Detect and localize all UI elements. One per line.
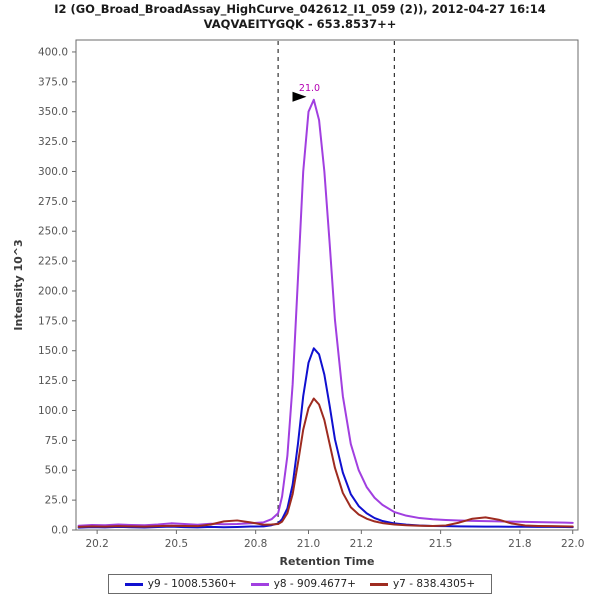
legend-item-y8[interactable]: y8 - 909.4677+ [250, 578, 356, 590]
peak-annotations: 21.0 [292, 83, 320, 102]
svg-text:325.0: 325.0 [38, 136, 68, 148]
svg-text:0.0: 0.0 [51, 525, 68, 537]
svg-text:125.0: 125.0 [38, 375, 68, 387]
legend-label-y8: y8 - 909.4677+ [273, 578, 356, 590]
svg-text:350.0: 350.0 [38, 106, 68, 118]
svg-text:21.0: 21.0 [297, 538, 320, 550]
legend[interactable]: y9 - 1008.5360+ y8 - 909.4677+ y7 - 838.… [108, 574, 492, 594]
svg-text:22.0: 22.0 [561, 538, 584, 550]
svg-text:21.8: 21.8 [508, 538, 531, 550]
integration-boundary-lines[interactable] [277, 41, 395, 529]
svg-text:250.0: 250.0 [38, 226, 68, 238]
y-axis-label: Intensity 10^3 [12, 239, 25, 330]
series-traces [77, 98, 574, 529]
svg-text:21.2: 21.2 [350, 538, 373, 550]
x-axis-label: Retention Time [280, 555, 375, 568]
peptide-subtitle: VAQVAEITYGQK - 653.8537++ [203, 17, 397, 31]
svg-text:225.0: 225.0 [38, 256, 68, 268]
svg-text:175.0: 175.0 [38, 315, 68, 327]
x-axis-ticks: 20.2 20.5 20.8 21.0 21.2 21.5 21.8 22.0 [85, 530, 584, 550]
svg-text:100.0: 100.0 [38, 405, 68, 417]
plot-frame [75, 39, 579, 531]
legend-label-y9: y9 - 1008.5360+ [147, 578, 237, 590]
svg-text:300.0: 300.0 [38, 166, 68, 178]
svg-text:75.0: 75.0 [45, 435, 68, 447]
legend-swatch-y7 [369, 582, 388, 586]
legend-item-y9[interactable]: y9 - 1008.5360+ [124, 578, 237, 590]
svg-text:275.0: 275.0 [38, 196, 68, 208]
svg-text:20.5: 20.5 [165, 538, 188, 550]
y-axis-ticks: 0.0 25.0 50.0 75.0 100.0 125.0 150.0 175.0 200.0… [38, 46, 76, 537]
page-title: I2 (GO_Broad_BroadAssay_HighCurve_042612… [54, 2, 546, 16]
svg-text:375.0: 375.0 [38, 76, 68, 88]
svg-text:150.0: 150.0 [38, 345, 68, 357]
svg-text:20.2: 20.2 [85, 538, 108, 550]
svg-text:21.5: 21.5 [429, 538, 452, 550]
svg-text:20.8: 20.8 [244, 538, 267, 550]
svg-text:50.0: 50.0 [45, 465, 68, 477]
svg-text:400.0: 400.0 [38, 46, 68, 58]
legend-swatch-y8 [250, 582, 269, 586]
legend-swatch-y9 [124, 582, 143, 586]
svg-text:25.0: 25.0 [45, 495, 68, 507]
svg-text:200.0: 200.0 [38, 285, 68, 297]
svg-text:21.0: 21.0 [299, 83, 320, 94]
legend-item-y7[interactable]: y7 - 838.4305+ [369, 578, 476, 590]
chart-title-block: I2 (GO_Broad_BroadAssay_HighCurve_042612… [0, 2, 600, 32]
legend-label-y7: y7 - 838.4305+ [392, 578, 476, 590]
